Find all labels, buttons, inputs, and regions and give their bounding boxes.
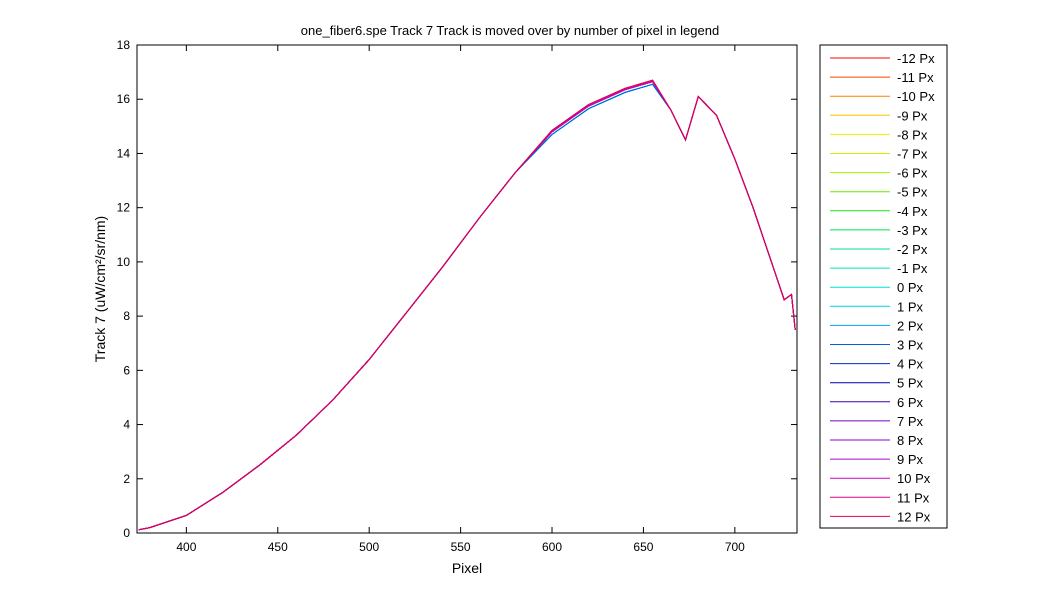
- y-tick-label: 10: [117, 255, 131, 269]
- series-line: [138, 79, 796, 531]
- legend-label: 1 Px: [897, 299, 924, 314]
- x-tick-label: 600: [542, 540, 562, 554]
- legend-label: -6 Px: [897, 166, 928, 181]
- y-tick-label: 0: [123, 526, 130, 540]
- legend-label: 4 Px: [897, 357, 924, 372]
- legend-label: -1 Px: [897, 261, 928, 276]
- x-tick-label: 450: [268, 540, 288, 554]
- legend-label: 5 Px: [897, 376, 924, 391]
- legend-box: [819, 44, 948, 529]
- legend-label: -7 Px: [897, 147, 928, 162]
- plot-area: [137, 45, 797, 533]
- x-tick-label: 550: [451, 540, 471, 554]
- legend-label: -11 Px: [897, 70, 934, 85]
- y-tick-label: 2: [123, 472, 130, 486]
- x-tick-label: 400: [176, 540, 196, 554]
- axes-box: [136, 44, 798, 534]
- y-tick-label: 6: [123, 363, 130, 377]
- legend-label: 3 Px: [897, 338, 924, 353]
- y-tick-label: 8: [123, 309, 130, 323]
- legend-label: -8 Px: [897, 127, 928, 142]
- y-tick-label: 14: [117, 146, 131, 160]
- x-tick-label: 500: [359, 540, 379, 554]
- legend-label: 2 Px: [897, 318, 924, 333]
- legend-label: 12 Px: [897, 509, 931, 524]
- y-tick-label: 12: [117, 201, 131, 215]
- legend-label: 0 Px: [897, 280, 924, 295]
- y-tick-label: 16: [117, 92, 131, 106]
- y-axis-label: Track 7 (uW/cm²/sr/nm): [92, 216, 108, 362]
- legend-label: 6 Px: [897, 395, 924, 410]
- x-axis-label: Pixel: [452, 560, 482, 576]
- legend-label: -9 Px: [897, 108, 928, 123]
- legend-label: 11 Px: [897, 490, 930, 505]
- y-tick-label: 18: [117, 38, 131, 52]
- x-tick-label: 700: [725, 540, 745, 554]
- legend-label: 8 Px: [897, 433, 924, 448]
- chart-title: one_fiber6.spe Track 7 Track is moved ov…: [301, 23, 719, 38]
- x-tick-label: 650: [633, 540, 653, 554]
- legend-label: -4 Px: [897, 204, 928, 219]
- legend-label: 10 Px: [897, 471, 931, 486]
- legend-label: -2 Px: [897, 242, 928, 257]
- legend-label: -5 Px: [897, 185, 928, 200]
- legend-label: 7 Px: [897, 414, 924, 429]
- y-tick-label: 4: [123, 418, 130, 432]
- legend-label: 9 Px: [897, 452, 924, 467]
- legend-label: -12 Px: [897, 51, 935, 66]
- legend-label: -3 Px: [897, 223, 928, 238]
- legend-label: -10 Px: [897, 89, 935, 104]
